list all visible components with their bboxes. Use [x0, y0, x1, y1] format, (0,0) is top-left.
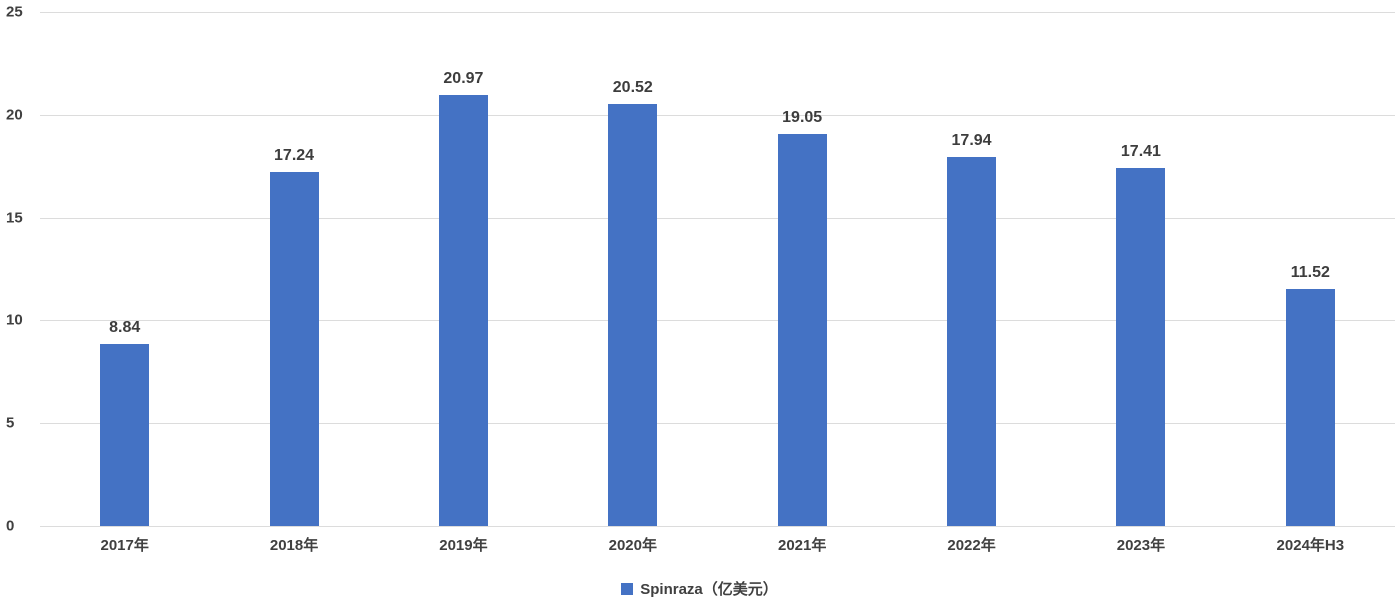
legend: Spinraza（亿美元） — [0, 578, 1399, 599]
bar[interactable] — [269, 171, 319, 526]
bar-value-label: 17.94 — [951, 132, 992, 150]
y-axis-tick-label: 15 — [6, 209, 23, 227]
plot-area: 8.84 17.24 20.97 20.52 19.05 17.94 17.41 11.52 — [40, 12, 1395, 527]
bar[interactable] — [438, 94, 488, 526]
x-axis-tick-label: 2023年 — [1116, 537, 1166, 554]
gridline — [40, 12, 1395, 13]
bar-value-label: 17.24 — [274, 146, 315, 164]
bar-value-label: 8.84 — [109, 319, 141, 337]
bar[interactable] — [777, 134, 827, 526]
bar[interactable] — [1116, 168, 1166, 526]
bar[interactable] — [947, 157, 997, 526]
bar-group: 20.52 — [573, 79, 693, 526]
bar-value-label: 17.41 — [1120, 143, 1161, 161]
legend-series-label: Spinraza（亿美元） — [640, 581, 778, 598]
bar-group: 17.41 — [1081, 143, 1201, 526]
y-axis-tick-label: 25 — [6, 3, 23, 21]
x-axis-tick-label: 2017年 — [100, 537, 149, 554]
x-axis-tick-label: 2020年 — [608, 537, 657, 554]
gridline — [40, 114, 1395, 116]
bar-group: 17.94 — [912, 132, 1032, 526]
legend-swatch-icon — [621, 582, 634, 595]
y-axis-tick-label: 0 — [6, 517, 15, 535]
bar[interactable] — [1285, 289, 1335, 526]
y-axis-tick-label: 5 — [6, 414, 15, 432]
gridline — [40, 320, 1395, 322]
x-axis-tick-label: 2018年 — [269, 537, 319, 554]
gridline — [40, 526, 1395, 527]
bar-group: 11.52 — [1250, 264, 1370, 526]
bar-group: 19.05 — [742, 109, 862, 526]
bar-group: 17.24 — [234, 147, 354, 526]
bar-value-label: 20.52 — [612, 79, 653, 97]
bar[interactable] — [100, 344, 150, 526]
bar-value-label: 20.97 — [443, 69, 484, 87]
y-axis: 0 5 10 15 20 25 — [6, 4, 40, 535]
bar-value-label: 19.05 — [782, 109, 823, 127]
x-axis-tick-label: 2019年 — [439, 537, 488, 554]
x-axis-tick-label: 2021年 — [778, 537, 827, 554]
bar-value-label: 11.52 — [1290, 264, 1330, 282]
x-axis: 2017年 2018年 2019年 2020年 2021年 2022年 2023年 2024年… — [40, 534, 1395, 558]
gridline — [40, 423, 1395, 425]
gridline — [40, 217, 1395, 219]
y-axis-tick-label: 20 — [6, 106, 23, 124]
x-axis-tick-label: 2022年 — [947, 537, 996, 554]
bar-group: 8.84 — [65, 319, 185, 526]
bar[interactable] — [608, 104, 658, 526]
y-axis-tick-label: 10 — [6, 311, 23, 329]
bar-group: 20.97 — [403, 70, 523, 526]
x-axis-tick-label: 2024年H3 — [1276, 537, 1345, 554]
